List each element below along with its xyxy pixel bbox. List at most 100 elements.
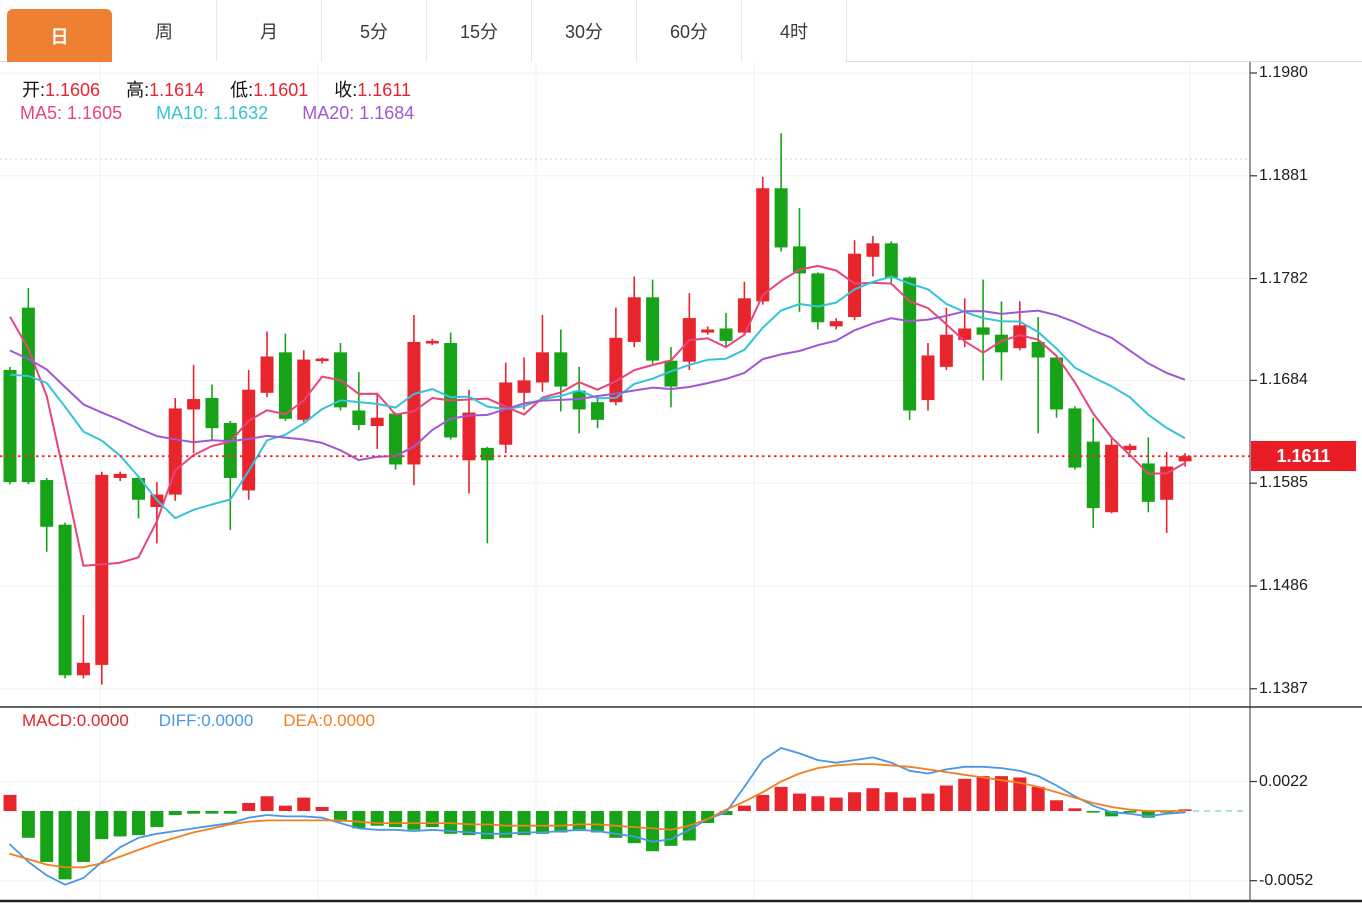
ma20-legend: MA20: 1.1684 xyxy=(302,103,415,123)
candle-body xyxy=(866,243,880,257)
macd-histogram-bar xyxy=(774,786,788,811)
candle-body xyxy=(1013,325,1027,349)
ma20-line xyxy=(9,309,1186,462)
tab-15分[interactable]: 15分 xyxy=(427,0,532,62)
macd-legend: MACD:0.0000 DIFF:0.0000 DEA:0.0000 xyxy=(22,711,405,731)
macd-histogram-bar xyxy=(829,797,843,811)
macd-histogram-bar xyxy=(389,811,403,828)
macd-histogram-bar xyxy=(646,811,660,852)
candle-body xyxy=(774,188,788,248)
current-price-badge: 1.1611 xyxy=(1251,441,1356,471)
price-axis-label: 1.1782 xyxy=(1259,269,1308,287)
macd-histogram-bar xyxy=(958,778,972,811)
macd-histogram-bar xyxy=(58,811,72,880)
diff-value-legend: DIFF:0.0000 xyxy=(158,711,254,730)
macd-histogram-bar xyxy=(939,785,953,811)
candle-body xyxy=(1123,445,1137,450)
candle-body xyxy=(1086,441,1100,509)
macd-histogram-bar xyxy=(315,806,329,811)
ma10-line xyxy=(9,275,1186,520)
candle-body xyxy=(1178,456,1192,462)
macd-histogram-bar xyxy=(40,811,54,862)
candle-body xyxy=(407,341,421,465)
tab-5分[interactable]: 5分 xyxy=(322,0,427,62)
tab-月[interactable]: 月 xyxy=(217,0,322,62)
candle-body xyxy=(462,412,476,461)
macd-histogram-bar xyxy=(517,811,531,836)
macd-histogram-bar xyxy=(884,792,898,811)
macd-histogram-bar xyxy=(297,797,311,811)
candle-body xyxy=(315,358,329,362)
macd-histogram-bar xyxy=(976,776,990,811)
candle-body xyxy=(792,246,806,274)
macd-histogram-bar xyxy=(1031,786,1045,811)
candle-body xyxy=(425,340,439,344)
candle-body xyxy=(958,328,972,340)
candle-body xyxy=(297,359,311,420)
price-axis-label: 1.1387 xyxy=(1259,679,1308,697)
candle-body xyxy=(499,382,513,445)
macd-histogram-bar xyxy=(1105,811,1119,817)
macd-value-legend: MACD:0.0000 xyxy=(22,711,129,730)
macd-histogram-bar xyxy=(792,793,806,811)
macd-histogram-bar xyxy=(903,797,917,811)
macd-histogram-bar xyxy=(535,811,549,834)
dea-value-legend: DEA:0.0000 xyxy=(283,711,375,730)
candle-body xyxy=(848,253,862,318)
tab-30分[interactable]: 30分 xyxy=(532,0,637,62)
candle-body xyxy=(1068,408,1082,468)
candle-body xyxy=(58,524,72,676)
macd-histogram-bar xyxy=(425,811,439,828)
macd-histogram-bar xyxy=(168,811,182,816)
candle-body xyxy=(278,352,292,419)
candle-body xyxy=(591,402,605,420)
open-label: 开: xyxy=(22,80,46,100)
candle-body xyxy=(921,355,935,401)
tab-日[interactable]: 日 xyxy=(7,9,112,62)
macd-histogram-bar xyxy=(3,794,17,811)
ohlc-legend: 开:1.1606 高:1.1614 低:1.1601 收:1.1611 xyxy=(22,76,437,102)
macd-histogram-bar xyxy=(921,793,935,811)
macd-histogram-bar xyxy=(499,811,513,838)
candle-body xyxy=(205,398,219,429)
macd-histogram-bar xyxy=(848,792,862,811)
macd-histogram-bar xyxy=(407,811,421,830)
diff-line xyxy=(9,747,1186,886)
ma10-legend: MA10: 1.1632 xyxy=(156,103,269,123)
macd-histogram-bar xyxy=(113,811,127,837)
candle-body xyxy=(76,662,90,676)
candle-body xyxy=(829,321,843,327)
candle-body xyxy=(1050,357,1064,410)
ma5-legend: MA5: 1.1605 xyxy=(20,103,123,123)
candle-body xyxy=(701,329,715,333)
ma-legend: MA5: 1.1605 MA10: 1.1632 MA20: 1.1684 xyxy=(20,103,448,124)
timeframe-tabbar: 日周月 5分 15分 30分 60分 4时 xyxy=(0,0,1362,62)
candle-body xyxy=(719,328,733,341)
price-axis-label: 1.1980 xyxy=(1259,64,1308,81)
macd-axis-label: -0.0052 xyxy=(1259,871,1314,889)
candle-body xyxy=(21,307,35,483)
macd-axis-label: 0.0022 xyxy=(1259,772,1308,790)
high-value: 1.1614 xyxy=(149,80,205,100)
candle-body xyxy=(627,297,641,342)
price-axis-label: 1.1684 xyxy=(1259,371,1308,389)
macd-histogram-bar xyxy=(95,811,109,840)
macd-histogram-bar xyxy=(187,811,201,814)
tab-4时[interactable]: 4时 xyxy=(742,0,847,62)
tab-周[interactable]: 周 xyxy=(112,0,217,62)
price-axis-label: 1.1585 xyxy=(1259,474,1308,492)
low-label: 低: xyxy=(230,80,254,100)
macd-histogram-bar xyxy=(1086,811,1100,813)
macd-histogram-bar xyxy=(333,811,347,822)
candle-body xyxy=(884,243,898,278)
macd-histogram-bar xyxy=(554,811,568,833)
candle-body xyxy=(1160,466,1174,500)
candle-body xyxy=(187,399,201,410)
candle-body xyxy=(535,352,549,383)
macd-histogram-bar xyxy=(1050,800,1064,811)
tab-60分[interactable]: 60分 xyxy=(637,0,742,62)
open-value: 1.1606 xyxy=(45,80,101,100)
candle-body xyxy=(609,337,623,403)
candle-body xyxy=(444,342,458,438)
